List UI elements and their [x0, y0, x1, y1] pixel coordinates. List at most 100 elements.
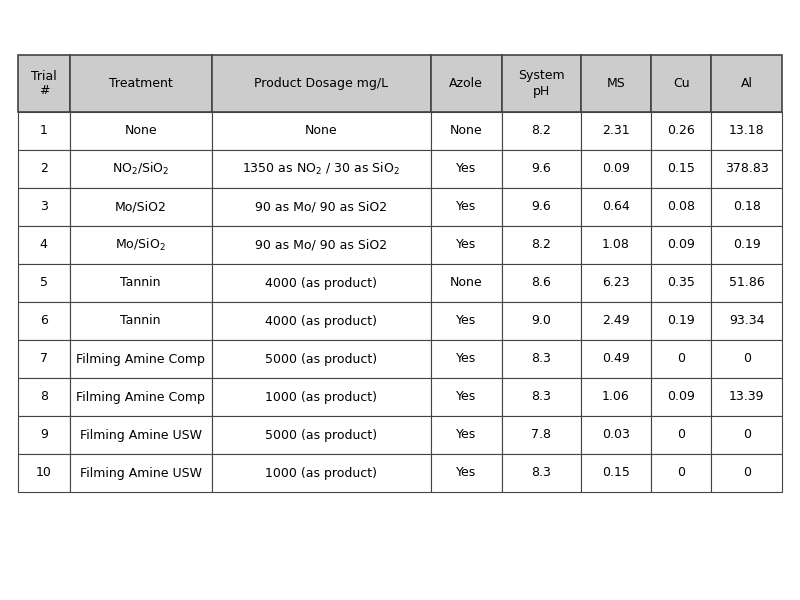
Text: 8.2: 8.2 — [531, 238, 551, 251]
Text: Trial
#: Trial # — [31, 70, 57, 97]
Text: 0: 0 — [678, 352, 686, 365]
Text: 8: 8 — [40, 391, 48, 403]
Text: $\mathregular{1350\ as\ NO_2\ /\ 30\ as\ SiO_2}$: $\mathregular{1350\ as\ NO_2\ /\ 30\ as\… — [242, 161, 400, 177]
Text: 378.83: 378.83 — [725, 163, 769, 175]
Bar — [70, 302, 211, 340]
Text: 0: 0 — [742, 352, 750, 365]
Text: 2: 2 — [40, 163, 48, 175]
Bar — [18, 378, 70, 416]
Bar — [431, 112, 502, 150]
Text: 13.39: 13.39 — [729, 391, 765, 403]
Text: Yes: Yes — [456, 352, 476, 365]
Text: 90 as Mo/ 90 as SiO2: 90 as Mo/ 90 as SiO2 — [255, 238, 387, 251]
Bar — [431, 302, 502, 340]
Bar — [70, 55, 211, 112]
Text: 5: 5 — [40, 277, 48, 289]
Text: 4000 (as product): 4000 (as product) — [266, 277, 378, 289]
Bar — [70, 416, 211, 454]
Bar — [581, 226, 651, 264]
Text: Filming Amine USW: Filming Amine USW — [80, 428, 202, 442]
Bar — [502, 454, 581, 492]
Bar — [581, 150, 651, 188]
Bar — [18, 416, 70, 454]
Bar — [211, 112, 431, 150]
Text: 4000 (as product): 4000 (as product) — [266, 314, 378, 328]
Text: 4: 4 — [40, 238, 48, 251]
Bar — [502, 378, 581, 416]
Bar — [211, 55, 431, 112]
Bar — [431, 188, 502, 226]
Bar — [651, 55, 711, 112]
Bar — [211, 150, 431, 188]
Text: $\mathregular{Mo/SiO_2}$: $\mathregular{Mo/SiO_2}$ — [115, 237, 166, 253]
Bar — [431, 226, 502, 264]
Text: 8.6: 8.6 — [531, 277, 551, 289]
Bar — [502, 226, 581, 264]
Bar — [651, 340, 711, 378]
Text: None: None — [124, 124, 157, 137]
Text: 10: 10 — [36, 467, 52, 479]
Bar — [711, 378, 782, 416]
Text: 13.18: 13.18 — [729, 124, 765, 137]
Text: 90 as Mo/ 90 as SiO2: 90 as Mo/ 90 as SiO2 — [255, 200, 387, 214]
Text: System
pH: System pH — [518, 70, 565, 97]
Text: 5000 (as product): 5000 (as product) — [266, 428, 378, 442]
Text: 7: 7 — [40, 352, 48, 365]
Bar — [581, 188, 651, 226]
Text: 0.18: 0.18 — [733, 200, 761, 214]
Bar — [502, 416, 581, 454]
Bar — [711, 55, 782, 112]
Bar — [651, 302, 711, 340]
Text: 0.08: 0.08 — [667, 200, 695, 214]
Text: Product Dosage mg/L: Product Dosage mg/L — [254, 77, 388, 90]
Bar — [581, 340, 651, 378]
Bar — [711, 264, 782, 302]
Text: 0.09: 0.09 — [667, 391, 695, 403]
Text: $\mathregular{NO_2/SiO_2}$: $\mathregular{NO_2/SiO_2}$ — [112, 161, 170, 177]
Text: Mo/SiO2: Mo/SiO2 — [114, 200, 166, 214]
Text: Al: Al — [741, 77, 753, 90]
Bar — [431, 454, 502, 492]
Text: Cu: Cu — [673, 77, 690, 90]
Bar — [70, 340, 211, 378]
Bar — [431, 150, 502, 188]
Bar — [211, 264, 431, 302]
Text: 1.06: 1.06 — [602, 391, 630, 403]
Text: 0.49: 0.49 — [602, 352, 630, 365]
Text: Filming Amine USW: Filming Amine USW — [80, 467, 202, 479]
Text: 8.3: 8.3 — [531, 352, 551, 365]
Bar — [711, 188, 782, 226]
Text: 0.19: 0.19 — [733, 238, 761, 251]
Bar — [70, 454, 211, 492]
Bar — [211, 302, 431, 340]
Bar — [581, 378, 651, 416]
Bar — [581, 55, 651, 112]
Bar — [18, 55, 70, 112]
Text: 7.8: 7.8 — [531, 428, 551, 442]
Bar — [502, 150, 581, 188]
Bar — [431, 378, 502, 416]
Bar — [651, 188, 711, 226]
Text: Yes: Yes — [456, 200, 476, 214]
Bar — [18, 226, 70, 264]
Text: Yes: Yes — [456, 467, 476, 479]
Bar — [211, 226, 431, 264]
Text: MS: MS — [606, 77, 626, 90]
Bar — [70, 378, 211, 416]
Text: 3: 3 — [40, 200, 48, 214]
Text: 0: 0 — [742, 428, 750, 442]
Bar — [711, 416, 782, 454]
Bar — [502, 340, 581, 378]
Bar — [581, 112, 651, 150]
Text: 0.09: 0.09 — [602, 163, 630, 175]
Bar — [581, 454, 651, 492]
Text: Filming Amine Comp: Filming Amine Comp — [76, 391, 205, 403]
Bar — [711, 302, 782, 340]
Text: 9.6: 9.6 — [531, 200, 551, 214]
Text: Treatment: Treatment — [109, 77, 173, 90]
Bar — [211, 188, 431, 226]
Bar — [18, 302, 70, 340]
Bar — [711, 112, 782, 150]
Bar — [711, 226, 782, 264]
Bar — [502, 302, 581, 340]
